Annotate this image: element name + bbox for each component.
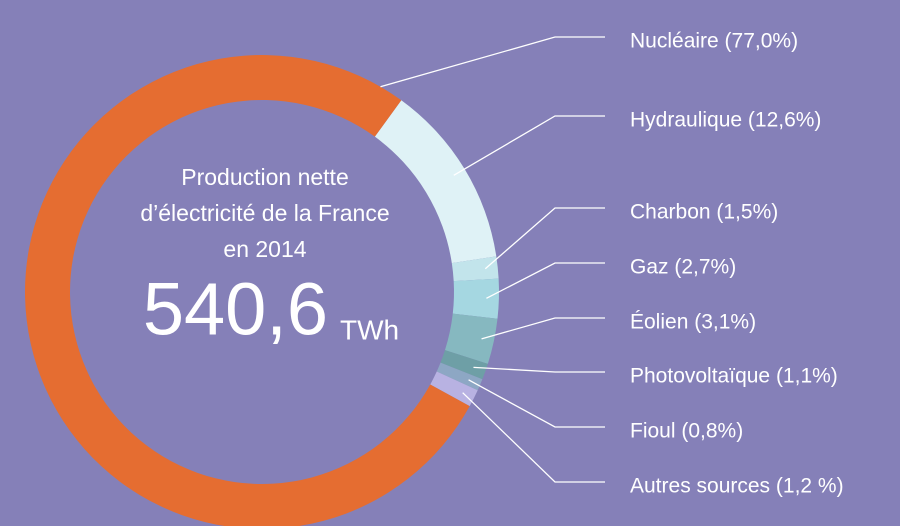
legend-label: Nucléaire (77,0%) [630,30,798,53]
center-line: Production nette [181,164,349,190]
leader-line [462,392,605,483]
center-line: en 2014 [223,236,306,262]
slice [436,362,483,391]
unit: TWh [340,314,399,345]
legend-label: Charbon (1,5%) [630,201,778,224]
legend-label: Gaz (2,7%) [630,256,736,279]
legend-label: Éolien (3,1%) [630,311,756,334]
legend-label: Autres sources (1,2 %) [630,475,844,498]
leaders [380,36,605,483]
legend-label: Hydraulique (12,6%) [630,109,821,132]
leader-line [380,36,605,88]
donut [25,55,499,526]
slice [374,100,497,264]
leader-line [484,207,605,270]
leader-line [486,262,605,299]
center-line: d’électricité de la France [140,200,389,226]
slice [452,278,499,319]
slice [444,313,498,364]
slice [430,371,478,407]
leader-line [468,379,605,428]
leader-line [453,115,605,176]
legend-label: Fioul (0,8%) [630,420,743,443]
slice [451,256,499,282]
legend-label: Photovoltaïque (1,1%) [630,365,838,388]
total: 540,6 [143,268,328,351]
leader-line [473,366,605,373]
slice [440,350,488,380]
leader-line [481,317,605,340]
